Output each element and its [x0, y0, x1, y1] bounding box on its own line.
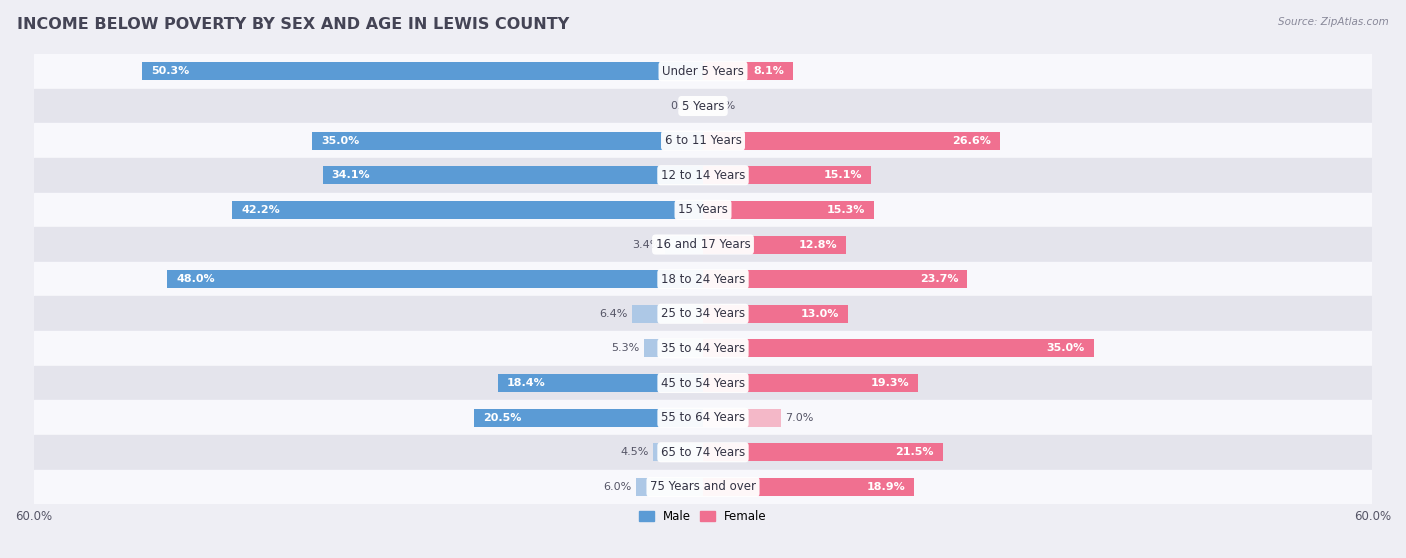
- Text: 50.3%: 50.3%: [150, 66, 188, 76]
- Bar: [703, 270, 967, 288]
- Bar: [703, 408, 782, 427]
- Text: 21.5%: 21.5%: [896, 448, 934, 458]
- Text: 48.0%: 48.0%: [176, 274, 215, 284]
- Text: 12 to 14 Years: 12 to 14 Years: [661, 169, 745, 182]
- Text: 15.1%: 15.1%: [824, 170, 862, 180]
- Bar: [703, 305, 848, 323]
- Bar: [644, 339, 703, 358]
- Bar: [34, 365, 1372, 400]
- Bar: [703, 166, 872, 184]
- Bar: [34, 54, 1372, 89]
- Text: 42.2%: 42.2%: [240, 205, 280, 215]
- Text: 0.0%: 0.0%: [707, 101, 735, 111]
- Text: 65 to 74 Years: 65 to 74 Years: [661, 446, 745, 459]
- Text: 35.0%: 35.0%: [1046, 343, 1084, 353]
- Bar: [34, 435, 1372, 470]
- Bar: [34, 331, 1372, 365]
- Text: 3.4%: 3.4%: [633, 239, 661, 249]
- Bar: [34, 123, 1372, 158]
- Text: 16 and 17 Years: 16 and 17 Years: [655, 238, 751, 251]
- Bar: [631, 305, 703, 323]
- Bar: [34, 400, 1372, 435]
- Bar: [34, 296, 1372, 331]
- Bar: [34, 89, 1372, 123]
- Text: 0.0%: 0.0%: [671, 101, 699, 111]
- Text: 35 to 44 Years: 35 to 44 Years: [661, 342, 745, 355]
- Text: 34.1%: 34.1%: [332, 170, 370, 180]
- Bar: [652, 443, 703, 461]
- Text: 5.3%: 5.3%: [612, 343, 640, 353]
- Text: 35.0%: 35.0%: [322, 136, 360, 146]
- Text: 26.6%: 26.6%: [952, 136, 991, 146]
- Text: 20.5%: 20.5%: [484, 413, 522, 422]
- Bar: [34, 193, 1372, 227]
- Bar: [703, 339, 1094, 358]
- Text: 15 Years: 15 Years: [678, 203, 728, 217]
- Text: 6.4%: 6.4%: [599, 309, 627, 319]
- Text: 5 Years: 5 Years: [682, 99, 724, 113]
- Text: 4.5%: 4.5%: [620, 448, 648, 458]
- Bar: [665, 235, 703, 253]
- Text: 55 to 64 Years: 55 to 64 Years: [661, 411, 745, 424]
- Bar: [703, 374, 918, 392]
- Bar: [703, 235, 846, 253]
- Bar: [34, 227, 1372, 262]
- Bar: [312, 132, 703, 150]
- Legend: Male, Female: Male, Female: [634, 505, 772, 528]
- Bar: [232, 201, 703, 219]
- Text: 19.3%: 19.3%: [870, 378, 910, 388]
- Text: 7.0%: 7.0%: [786, 413, 814, 422]
- Bar: [703, 478, 914, 496]
- Bar: [142, 62, 703, 80]
- Bar: [34, 470, 1372, 504]
- Bar: [322, 166, 703, 184]
- Text: 25 to 34 Years: 25 to 34 Years: [661, 307, 745, 320]
- Bar: [34, 262, 1372, 296]
- Bar: [474, 408, 703, 427]
- Text: 18.9%: 18.9%: [866, 482, 905, 492]
- Text: 6 to 11 Years: 6 to 11 Years: [665, 134, 741, 147]
- Bar: [703, 443, 943, 461]
- Text: 8.1%: 8.1%: [754, 66, 785, 76]
- Text: 12.8%: 12.8%: [799, 239, 837, 249]
- Bar: [703, 201, 873, 219]
- Bar: [34, 158, 1372, 193]
- Text: 15.3%: 15.3%: [827, 205, 865, 215]
- Text: Under 5 Years: Under 5 Years: [662, 65, 744, 78]
- Bar: [703, 132, 1000, 150]
- Text: 18.4%: 18.4%: [506, 378, 546, 388]
- Bar: [636, 478, 703, 496]
- Bar: [167, 270, 703, 288]
- Bar: [498, 374, 703, 392]
- Bar: [703, 62, 793, 80]
- Text: 13.0%: 13.0%: [801, 309, 839, 319]
- Text: 75 Years and over: 75 Years and over: [650, 480, 756, 493]
- Text: Source: ZipAtlas.com: Source: ZipAtlas.com: [1278, 17, 1389, 27]
- Text: INCOME BELOW POVERTY BY SEX AND AGE IN LEWIS COUNTY: INCOME BELOW POVERTY BY SEX AND AGE IN L…: [17, 17, 569, 32]
- Text: 6.0%: 6.0%: [603, 482, 631, 492]
- Text: 18 to 24 Years: 18 to 24 Years: [661, 273, 745, 286]
- Text: 45 to 54 Years: 45 to 54 Years: [661, 377, 745, 389]
- Text: 23.7%: 23.7%: [920, 274, 959, 284]
